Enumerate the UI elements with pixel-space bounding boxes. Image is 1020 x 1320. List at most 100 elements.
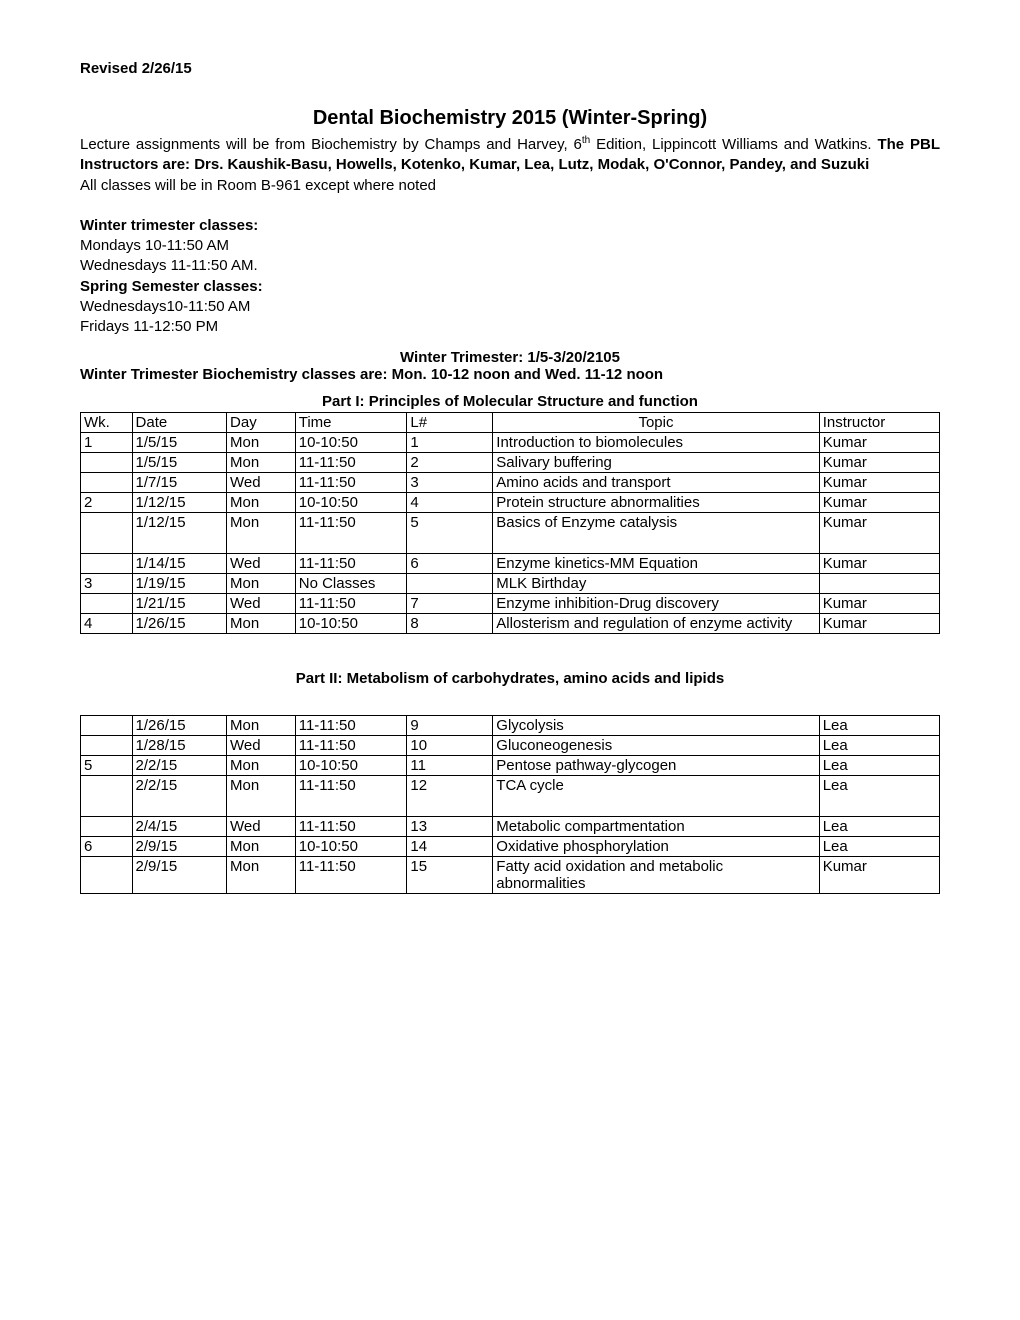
room-note: All classes will be in Room B-961 except… [80, 177, 436, 194]
cell-wk: 4 [81, 614, 133, 634]
cell-date: 1/14/15 [132, 554, 226, 574]
cell-topic: Enzyme kinetics-MM Equation [493, 554, 819, 574]
cell-wk [81, 776, 133, 817]
cell-wk [81, 473, 133, 493]
intro-sup: th [582, 135, 590, 146]
cell-ln: 14 [407, 837, 493, 857]
cell-time: 10-10:50 [295, 433, 407, 453]
cell-inst: Kumar [819, 513, 939, 554]
cell-date: 2/2/15 [132, 756, 226, 776]
table-row: 1/14/15Wed11-11:506Enzyme kinetics-MM Eq… [81, 554, 940, 574]
winter-schedule: Winter trimester classes: Mondays 10-11:… [80, 216, 940, 338]
cell-ln: 11 [407, 756, 493, 776]
table-row: 41/26/15Mon10-10:508Allosterism and regu… [81, 614, 940, 634]
cell-wk: 2 [81, 493, 133, 513]
cell-topic: Protein structure abnormalities [493, 493, 819, 513]
cell-day: Mon [227, 433, 296, 453]
cell-time: 10-10:50 [295, 493, 407, 513]
cell-wk [81, 857, 133, 894]
cell-ln: 10 [407, 736, 493, 756]
table-row: 31/19/15MonNo ClassesMLK Birthday [81, 574, 940, 594]
cell-date: 1/26/15 [132, 716, 226, 736]
cell-inst: Lea [819, 776, 939, 817]
table-row: 1/5/15Mon11-11:502Salivary bufferingKuma… [81, 453, 940, 473]
cell-day: Mon [227, 716, 296, 736]
cell-day: Wed [227, 554, 296, 574]
cell-time: 11-11:50 [295, 554, 407, 574]
cell-topic: Amino acids and transport [493, 473, 819, 493]
part1-table: Wk. Date Day Time L# Topic Instructor 11… [80, 412, 940, 634]
cell-date: 2/2/15 [132, 776, 226, 817]
cell-time: 11-11:50 [295, 473, 407, 493]
cell-ln [407, 574, 493, 594]
cell-date: 2/4/15 [132, 817, 226, 837]
cell-ln: 1 [407, 433, 493, 453]
table-row: 2/4/15Wed11-11:5013Metabolic compartment… [81, 817, 940, 837]
cell-date: 2/9/15 [132, 857, 226, 894]
cell-ln: 6 [407, 554, 493, 574]
col-ln: L# [407, 413, 493, 433]
intro-text-2: Edition, Lippincott Williams and Watkins… [590, 136, 877, 153]
cell-date: 1/12/15 [132, 493, 226, 513]
cell-inst: Kumar [819, 594, 939, 614]
table-row: 1/7/15Wed11-11:503Amino acids and transp… [81, 473, 940, 493]
cell-day: Mon [227, 493, 296, 513]
cell-time: 11-11:50 [295, 513, 407, 554]
cell-topic: Introduction to biomolecules [493, 433, 819, 453]
cell-inst: Kumar [819, 614, 939, 634]
cell-wk: 1 [81, 433, 133, 453]
cell-ln: 3 [407, 473, 493, 493]
col-date: Date [132, 413, 226, 433]
part2-table: 1/26/15Mon11-11:509GlycolysisLea1/28/15W… [80, 715, 940, 894]
spring-line2: Fridays 11-12:50 PM [80, 318, 218, 335]
cell-inst: Lea [819, 736, 939, 756]
spring-label: Spring Semester classes: [80, 278, 263, 295]
cell-day: Mon [227, 453, 296, 473]
cell-time: 10-10:50 [295, 756, 407, 776]
col-wk: Wk. [81, 413, 133, 433]
cell-topic: Metabolic compartmentation [493, 817, 819, 837]
cell-date: 1/26/15 [132, 614, 226, 634]
cell-topic: Glycolysis [493, 716, 819, 736]
cell-time: 11-11:50 [295, 857, 407, 894]
cell-time: No Classes [295, 574, 407, 594]
cell-wk [81, 736, 133, 756]
cell-time: 10-10:50 [295, 837, 407, 857]
intro-text-1: Lecture assignments will be from Biochem… [80, 136, 582, 153]
table-row: 1/21/15Wed11-11:507Enzyme inhibition-Dru… [81, 594, 940, 614]
intro-paragraph: Lecture assignments will be from Biochem… [80, 134, 940, 196]
cell-inst: Lea [819, 756, 939, 776]
cell-time: 11-11:50 [295, 776, 407, 817]
cell-date: 1/5/15 [132, 453, 226, 473]
table-row: 2/9/15Mon11-11:5015Fatty acid oxidation … [81, 857, 940, 894]
part1-title: Part I: Principles of Molecular Structur… [80, 393, 940, 410]
cell-wk [81, 513, 133, 554]
cell-time: 11-11:50 [295, 716, 407, 736]
cell-time: 11-11:50 [295, 817, 407, 837]
cell-topic: Fatty acid oxidation and metabolic abnor… [493, 857, 819, 894]
cell-ln: 12 [407, 776, 493, 817]
cell-wk [81, 817, 133, 837]
cell-ln: 7 [407, 594, 493, 614]
cell-ln: 8 [407, 614, 493, 634]
cell-wk: 6 [81, 837, 133, 857]
cell-date: 1/28/15 [132, 736, 226, 756]
cell-topic: Gluconeogenesis [493, 736, 819, 756]
cell-inst: Kumar [819, 473, 939, 493]
table-row: 62/9/15Mon10-10:5014Oxidative phosphoryl… [81, 837, 940, 857]
page-title: Dental Biochemistry 2015 (Winter-Spring) [80, 107, 940, 130]
cell-time: 10-10:50 [295, 614, 407, 634]
table-header-row: Wk. Date Day Time L# Topic Instructor [81, 413, 940, 433]
table-row: 11/5/15Mon10-10:501Introduction to biomo… [81, 433, 940, 453]
table-row: 52/2/15Mon10-10:5011Pentose pathway-glyc… [81, 756, 940, 776]
cell-inst: Kumar [819, 857, 939, 894]
cell-inst: Kumar [819, 493, 939, 513]
cell-date: 2/9/15 [132, 837, 226, 857]
cell-wk: 3 [81, 574, 133, 594]
winter-line2: Wednesdays 11-11:50 AM. [80, 257, 258, 274]
cell-date: 1/21/15 [132, 594, 226, 614]
revised-date: Revised 2/26/15 [80, 60, 940, 77]
cell-day: Mon [227, 756, 296, 776]
cell-date: 1/7/15 [132, 473, 226, 493]
cell-wk [81, 716, 133, 736]
